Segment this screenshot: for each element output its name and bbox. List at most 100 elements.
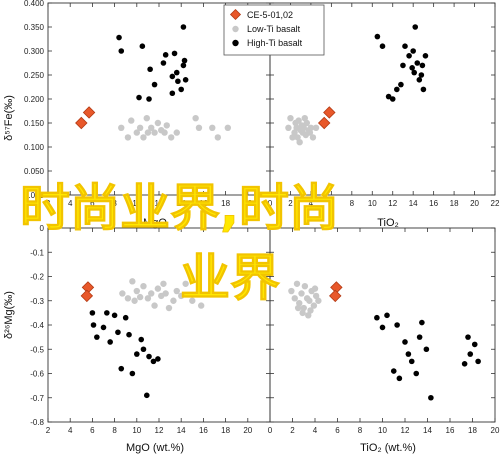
low-ti-point [195,124,203,131]
low-ti-point [170,297,177,304]
ce-point [80,289,94,303]
high-ti-point [409,65,415,71]
high-ti-point [389,96,396,102]
low-ti-point [133,129,140,136]
low-ti-point [173,129,180,136]
y-tick-label: 0.300 [24,47,45,56]
high-ti-point [146,353,152,360]
panel-top-left: 0.400 0.350 0.300 0.250 0.200 0.150 0.100 0.050… [24,0,271,208]
low-ti-point [136,293,144,301]
low-ti-point [143,115,150,122]
ce-point [82,106,96,119]
x-tick-label: 16 [429,199,438,208]
high-ti-point [467,351,474,357]
high-ti-point [408,358,415,365]
x-tick-label: 14 [177,199,186,208]
x-tick-label: 2 [290,426,295,435]
x-tick-label: 4 [309,199,314,208]
x-tick-label: 10 [132,426,141,435]
high-ti-point [416,77,423,83]
low-ti-point [118,124,125,131]
low-ti-point [128,117,135,124]
low-ti-point [294,304,302,312]
low-ti-point [288,287,295,295]
y-tick-label: 0.200 [24,95,45,104]
legend-label-high-ti: High-Ti basalt [247,38,303,48]
high-ti-point [118,48,125,54]
low-ti-point [224,124,232,131]
x-tick-label: 0 [268,426,273,435]
x-tick-label: 4 [68,426,73,435]
low-ti-point [163,122,170,129]
low-ti-point [124,295,132,302]
high-ti-point [111,312,118,319]
high-ti-point [169,73,176,80]
low-ti-point [301,115,308,122]
low-ti-point [161,129,168,136]
high-ti-point [379,43,386,49]
low-ti-point [294,134,301,141]
low-ti-point [289,134,296,141]
low-ti-point [298,290,305,297]
high-ti-point [423,346,430,353]
high-ti-point [390,368,397,374]
low-ti-point [133,287,140,295]
legend-marker-low-ti [232,25,239,33]
x-axis-label-left: MgO (wt.%) [126,442,184,454]
high-ti-point [416,334,423,340]
high-ti-point [402,339,408,345]
high-ti-point [402,43,408,49]
y-axis-label-top: δ⁵⁷Fe(‰) [3,95,15,141]
x-tick-label: 10 [378,426,387,435]
panels-group: 0.400 0.350 0.300 0.250 0.200 0.150 0.100 0.050… [24,0,500,435]
y-tick-label: -0.7 [30,394,44,403]
high-ti-point [398,81,404,88]
low-ti-point [148,290,155,297]
y-axis-label-bottom: δ²⁶Mg(‰) [3,291,15,339]
ce-point [323,106,336,119]
y-tick-label: -0.1 [30,248,44,257]
x-tick-label: 20 [243,426,252,435]
high-ti-point [400,62,406,69]
x-tick-label: 18 [450,199,459,208]
low-ti-point [312,124,320,131]
legend-marker-ce [229,8,242,21]
high-ti-point [411,69,418,76]
high-ti-point [175,78,181,85]
high-ti-point [181,57,188,64]
y-tick-label: -0.2 [30,273,44,282]
low-ti-point [312,292,320,300]
high-ti-point [379,324,386,331]
high-ti-point [419,319,425,326]
low-ti-point [291,295,298,302]
x-tick-label: 20 [470,199,479,208]
high-ti-point [169,90,176,97]
high-ti-point [90,322,97,328]
x-axis-label-right: TiO₂ (wt.%) [360,442,416,454]
high-ti-point [394,86,400,93]
high-ti-point [406,53,412,59]
high-ti-point [471,341,478,348]
low-ti-point [293,280,301,287]
x-tick-label: 12 [388,199,397,208]
low-ti-point [165,304,173,312]
overlay-text-line1: 时尚业界,时尚 [20,179,339,237]
high-ti-point [414,60,421,66]
x-tick-label: 12 [155,426,164,435]
x-axis-label-top-right: TiO₂ [377,217,399,229]
high-ti-point [178,86,184,93]
low-ti-point [168,134,175,141]
low-ti-point [306,297,313,304]
low-ti-point [303,119,311,127]
low-ti-point [129,278,136,285]
x-tick-label: 6 [90,426,95,435]
low-ti-point [189,297,196,304]
high-ti-point [129,370,136,377]
y-tick-label: 0.250 [24,71,45,80]
y-tick-label: 0.100 [24,143,45,152]
high-ti-point [384,312,390,319]
high-ti-point [394,322,400,328]
low-ti-point [300,124,307,131]
y-tick-label: 0.050 [24,167,45,176]
